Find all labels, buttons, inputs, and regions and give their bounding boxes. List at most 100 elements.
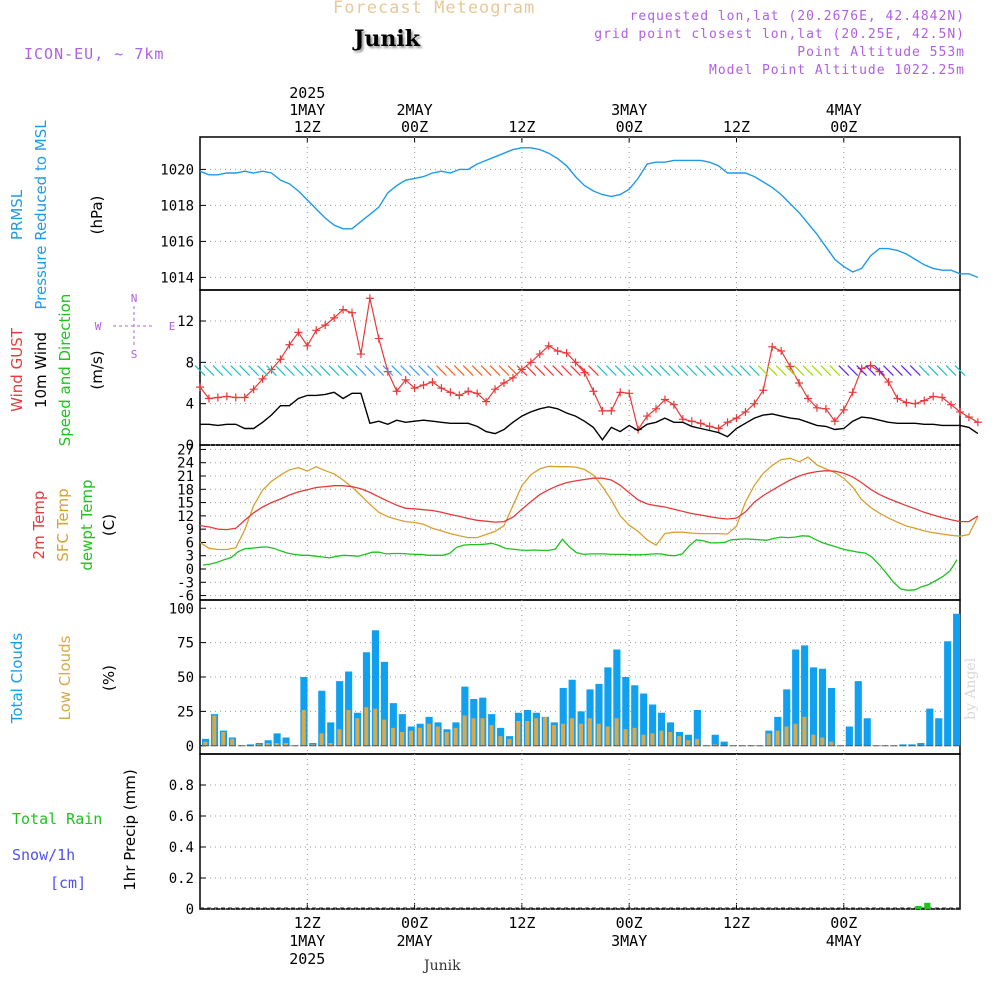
low-cloud-bar — [337, 729, 342, 746]
wind-arrow — [713, 365, 725, 377]
gust-marker — [240, 393, 249, 402]
grid-point-lonlat: grid point closest lon,lat (20.25E, 42.5… — [594, 27, 965, 42]
temp-unit-0: (C) — [100, 514, 118, 536]
top-time-label: 3MAY — [611, 101, 647, 119]
total-cloud-bar — [246, 744, 254, 746]
wind-arrow — [382, 365, 394, 377]
top-time-label: 12Z — [723, 118, 750, 136]
compass-w: W — [95, 320, 102, 333]
pressure-ytick-label: 1016 — [160, 234, 194, 250]
gust-marker — [482, 397, 491, 406]
temperature-ytick-label: 12 — [177, 509, 194, 525]
gust-marker — [562, 349, 571, 358]
wind-arrow — [677, 365, 689, 377]
wind-arrow — [838, 365, 850, 377]
total-cloud-bar — [953, 613, 961, 746]
gust-marker — [607, 406, 616, 415]
total-cloud-bar — [693, 710, 701, 746]
temperature-ytick-label: 18 — [177, 482, 194, 498]
gust-marker — [616, 388, 625, 397]
gust-marker — [804, 394, 812, 403]
gust-marker — [598, 406, 607, 415]
gust-marker — [508, 373, 517, 382]
low-cloud-bar — [587, 718, 592, 746]
gust-marker — [812, 403, 821, 412]
temp-ylabel-1: SFC Temp — [54, 488, 72, 561]
gust-marker — [428, 377, 437, 386]
wind-arrow — [686, 365, 698, 377]
gust-marker — [920, 396, 929, 405]
wind-arrow — [695, 365, 707, 377]
gust-marker — [964, 413, 973, 422]
wind-arrow — [462, 365, 474, 377]
requested-lonlat: requested lon,lat (20.2676E, 42.4842N) — [629, 9, 965, 24]
wind-arrow — [471, 365, 483, 377]
total-cloud-bar — [604, 667, 612, 746]
bottom-time-label: 2025 — [289, 950, 325, 968]
wind-arrow — [891, 365, 903, 377]
top-time-label: 2MAY — [397, 101, 433, 119]
gust-marker — [660, 395, 669, 404]
low-cloud-bar — [435, 726, 440, 746]
wind-arrow — [766, 365, 778, 377]
gust-marker — [276, 355, 285, 364]
gust-marker — [339, 305, 348, 314]
total-cloud-bar — [586, 689, 594, 746]
total-cloud-bar — [380, 661, 388, 746]
gust-marker — [884, 377, 893, 386]
wind-arrow — [364, 365, 376, 377]
wind-arrow — [632, 365, 644, 377]
wind-arrow — [212, 365, 224, 377]
wind-arrow — [811, 365, 823, 377]
pressure-ytick-label: 1020 — [160, 162, 194, 178]
low-cloud-bar — [677, 736, 682, 746]
gust-marker — [392, 387, 401, 396]
wind-arrow — [516, 365, 528, 377]
clouds-ylabel-0: Total Clouds — [8, 633, 26, 725]
wind-arrow — [614, 365, 626, 377]
total-cloud-bar — [649, 704, 657, 746]
wind-arrow — [266, 365, 277, 377]
wind-arrow — [739, 365, 751, 377]
top-time-label: 2025 — [289, 84, 325, 102]
low-cloud-bar — [319, 733, 324, 746]
total-cloud-bar — [631, 685, 639, 746]
wind-arrow — [292, 365, 304, 377]
low-cloud-bar — [400, 732, 405, 746]
low-cloud-bar — [695, 738, 700, 746]
low-cloud-bar — [391, 727, 396, 746]
wind-arrow — [927, 365, 939, 377]
footer-station-name: Junik — [424, 958, 461, 974]
gust-marker — [464, 387, 473, 396]
gust-marker — [687, 417, 696, 426]
low-cloud-bar — [650, 733, 655, 746]
low-cloud-bar — [364, 707, 369, 746]
gust-marker — [795, 379, 804, 387]
series-sfc_temp — [199, 456, 979, 551]
compass-e: E — [169, 320, 176, 333]
temperature-ytick-label: 0 — [186, 562, 194, 578]
gust-marker — [321, 321, 330, 330]
gust-marker — [330, 313, 339, 322]
gust-marker — [383, 367, 392, 376]
wind-arrow — [275, 365, 286, 377]
series-prmsl — [199, 147, 979, 279]
gust-marker — [312, 326, 321, 335]
gust-marker — [705, 422, 714, 431]
gust-marker — [741, 407, 750, 416]
compass-s: S — [131, 348, 138, 361]
point-altitude: Point Altitude 553m — [797, 45, 965, 60]
wind-arrow — [310, 365, 322, 377]
compass-n: N — [131, 292, 138, 305]
wind-arrow — [507, 365, 519, 377]
low-cloud-bar — [230, 738, 235, 746]
gust-marker — [553, 346, 562, 355]
wind-arrow — [596, 365, 608, 377]
gust-marker — [875, 367, 884, 376]
total-cloud-bar — [389, 703, 397, 746]
series-wind10m — [200, 391, 979, 441]
gust-marker — [696, 419, 705, 428]
low-cloud-bar — [203, 741, 208, 746]
pressure-ylabel-1: Pressure Reduced to MSL — [32, 120, 50, 310]
total-cloud-bar — [818, 668, 827, 746]
